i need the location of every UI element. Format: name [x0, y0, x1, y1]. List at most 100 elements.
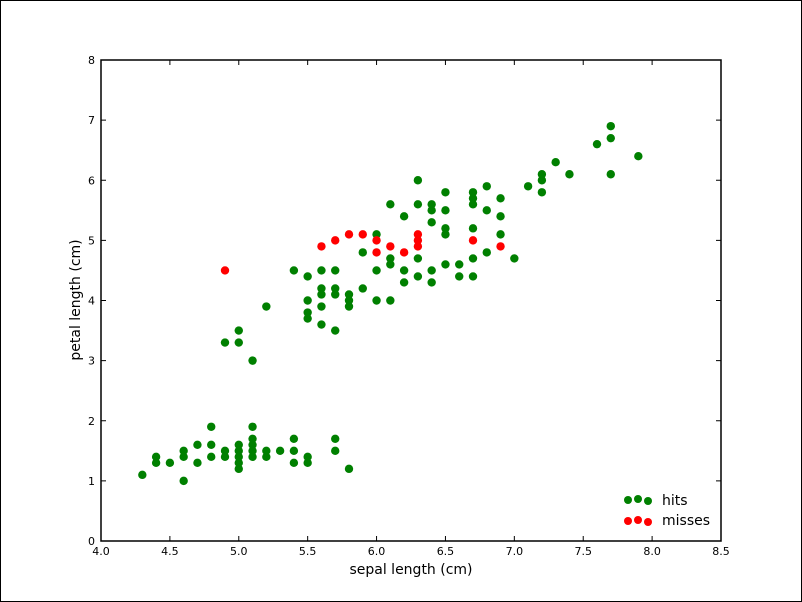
hits-point	[386, 254, 395, 263]
hits-point	[399, 278, 409, 287]
hits-point	[399, 266, 409, 275]
misses-point	[331, 236, 340, 245]
hits-point	[262, 452, 271, 462]
legend-hits-marker-icon	[624, 496, 632, 504]
hits-point	[331, 284, 340, 293]
hits-point	[289, 266, 299, 275]
x-axis-label: sepal length (cm)	[349, 562, 472, 578]
data-points	[138, 121, 643, 486]
hits-point	[386, 200, 395, 209]
hits-point	[496, 194, 505, 203]
hits-point	[413, 272, 423, 281]
y-axis-label: petal length (cm)	[68, 239, 84, 360]
hits-point	[344, 296, 354, 305]
hits-point	[606, 121, 615, 131]
hits-point	[358, 284, 367, 293]
y-tick-label: 6	[88, 174, 95, 187]
hits-point	[207, 452, 216, 462]
hits-point	[303, 272, 312, 281]
hits-point	[248, 434, 257, 443]
hits-point	[482, 206, 491, 215]
hits-point	[468, 224, 478, 233]
hits-point	[592, 139, 602, 149]
misses-point	[399, 248, 409, 257]
y-tick-label: 5	[88, 234, 95, 247]
hits-point	[317, 302, 326, 311]
legend-misses-label: misses	[662, 513, 710, 529]
hits-point	[303, 296, 312, 305]
hits-point	[482, 182, 491, 191]
misses-point	[372, 248, 381, 257]
hits-point	[358, 248, 367, 257]
legend-item-misses: misses	[624, 513, 710, 529]
misses-point	[413, 236, 423, 245]
hits-point	[234, 338, 243, 347]
hits-point	[262, 302, 271, 311]
hits-point	[455, 260, 464, 269]
misses-point	[344, 230, 354, 239]
legend-misses-marker-icon	[624, 517, 632, 525]
hits-point	[344, 290, 354, 299]
hits-point	[317, 290, 326, 299]
hits-point	[179, 476, 188, 486]
x-tick-label: 6.5	[437, 545, 455, 558]
hits-point	[220, 446, 230, 456]
y-tick-label: 1	[88, 475, 95, 488]
hits-point	[234, 452, 243, 462]
x-tick-label: 5.0	[230, 545, 248, 558]
plot-area	[100, 59, 722, 542]
x-axis-ticks: 4.0 4.5 5.0 5.5 6.0 6.5 7.0 7.5 8.0 8.5	[92, 60, 730, 558]
hits-point	[468, 254, 478, 263]
x-tick-label: 8.5	[712, 545, 730, 558]
hits-point	[289, 458, 299, 468]
hits-point	[510, 254, 519, 263]
x-tick-label: 8.0	[643, 545, 661, 558]
hits-point	[523, 182, 533, 191]
y-axis-ticks: 0 1 2 3 4 5 6 7 8	[88, 54, 721, 548]
y-tick-label: 8	[88, 54, 95, 67]
hits-point	[234, 440, 243, 449]
hits-point	[248, 356, 257, 365]
hits-point	[248, 422, 257, 431]
hits-point	[193, 440, 202, 449]
hits-point	[427, 200, 436, 209]
misses-point	[372, 236, 381, 245]
x-tick-label: 4.0	[92, 545, 110, 558]
hits-point	[331, 266, 340, 275]
misses-point	[413, 242, 423, 251]
hits-point	[179, 446, 188, 456]
hits-point	[317, 266, 326, 275]
x-tick-label: 6.0	[368, 545, 386, 558]
hits-point	[496, 230, 505, 239]
legend-hits-marker-icon	[634, 495, 642, 503]
hits-point	[248, 440, 257, 449]
hits-point	[303, 458, 312, 468]
hits-point	[234, 458, 243, 468]
hits-point	[441, 188, 450, 197]
hits-point	[372, 230, 381, 239]
hits-point	[289, 446, 299, 456]
hits-point	[331, 434, 340, 443]
hits-point	[303, 314, 312, 323]
hits-point	[537, 188, 547, 197]
hits-point	[441, 260, 450, 269]
legend-misses-marker-icon	[644, 518, 652, 526]
hits-point	[234, 464, 243, 474]
hits-point	[151, 458, 161, 468]
hits-point	[151, 452, 161, 462]
hits-point	[234, 446, 243, 456]
hits-point	[565, 170, 574, 179]
hits-point	[413, 200, 423, 209]
hits-point	[317, 320, 326, 329]
hits-point	[179, 452, 188, 462]
hits-point	[372, 266, 381, 275]
hits-point	[441, 230, 450, 239]
hits-point	[441, 224, 450, 233]
hits-point	[193, 458, 202, 468]
hits-point	[317, 284, 326, 293]
hits-point	[482, 248, 491, 257]
hits-point	[262, 446, 271, 456]
x-tick-label: 5.5	[299, 545, 317, 558]
